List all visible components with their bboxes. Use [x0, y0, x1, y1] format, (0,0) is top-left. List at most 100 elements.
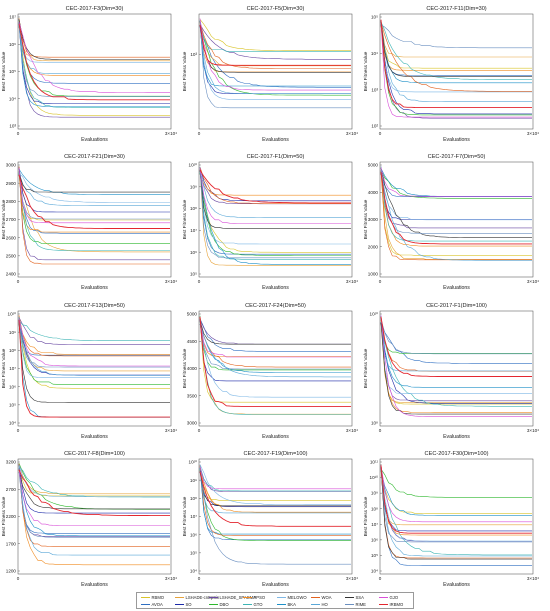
series-line-irbmo [199, 316, 351, 407]
series-line-ssa [18, 19, 170, 60]
y-tick-label: 1200 [6, 569, 17, 574]
chart-panel: CEC-2017-F7(Dim=50) 5000 4000 3000 2000 10000… [363, 154, 539, 291]
series-line-lshade-spacma [18, 317, 170, 345]
series-line-rime [380, 318, 532, 355]
y-axis-label: Best Fitness Value [182, 199, 188, 239]
x-tick-label: 3×10⁴ [346, 279, 358, 284]
series-line-bka [199, 173, 351, 265]
series-line-avoa [380, 321, 532, 364]
series-line-woa [380, 319, 532, 372]
series-line-ssa [199, 170, 351, 229]
y-tick-label: 10¹⁰ [8, 312, 17, 317]
y-tick-label: 2800 [6, 199, 17, 204]
series-line-rbmo [18, 174, 170, 221]
series-line-ppso [380, 317, 532, 413]
x-axis-label: Evaluations [262, 582, 289, 588]
series-line-lshade-cnepsin [380, 20, 532, 58]
series-line-irbmo [199, 471, 351, 527]
y-tick-label: 10⁶ [190, 250, 197, 255]
y-tick-label: 5000 [187, 312, 198, 317]
series-line-irbmo [18, 23, 170, 101]
y-tick-label: 10⁶ [371, 537, 378, 542]
legend-swatch [175, 597, 184, 599]
y-tick-label: 10³ [190, 52, 197, 57]
series-line-melgwo [380, 317, 532, 394]
y-axis-label: Best Fitness Value [363, 348, 369, 388]
series-line-dbo [380, 468, 532, 498]
series-line-bka [380, 168, 532, 197]
axes-box [198, 161, 353, 278]
series-line-dbo [18, 173, 170, 244]
series-line-lshade-cnepsin [18, 171, 170, 253]
series-line-rbmo [199, 169, 351, 253]
x-tick-label: 0 [379, 279, 382, 284]
y-tick-label: 4000 [187, 366, 198, 371]
series-line-ssa [199, 470, 351, 507]
axes-box [17, 458, 172, 575]
y-tick-label: 10⁶ [190, 532, 197, 537]
x-tick-label: 3×10⁴ [165, 131, 177, 136]
series-line-rbmo [199, 317, 351, 403]
y-tick-label: 10⁸ [371, 506, 378, 511]
series-line-lshade-spacma [380, 173, 532, 229]
y-tick-label: 2600 [6, 235, 17, 240]
series-line-dbo [380, 323, 532, 354]
chart-title: CEC-2017-F24(Dim=50) [245, 303, 306, 309]
y-tick-label: 10⁵ [190, 272, 197, 277]
x-tick-label: 3×10⁴ [165, 576, 177, 581]
y-tick-label: 10⁹ [371, 491, 378, 496]
y-tick-label: 10³ [9, 124, 16, 129]
y-tick-label: 10³ [371, 87, 378, 92]
series-line-ho [18, 465, 170, 556]
series-line-melgwo [380, 171, 532, 221]
y-tick-label: 10⁹ [190, 478, 197, 483]
series-line-bka [199, 25, 351, 87]
y-tick-label: 10⁸ [9, 348, 16, 353]
series-line-melgwo [199, 316, 351, 398]
x-tick-label: 0 [198, 576, 201, 581]
series-line-ppso [380, 464, 532, 536]
series-line-so [199, 471, 351, 508]
series-line-melgwo [380, 465, 532, 542]
x-tick-label: 0 [379, 428, 382, 433]
legend-label: LSHADE-cnEpSin [185, 595, 220, 600]
series-line-ho [380, 322, 532, 372]
legend-swatch [141, 604, 150, 606]
y-tick-label: 5000 [368, 163, 379, 168]
y-tick-label: 2000 [368, 244, 379, 249]
y-tick-label: 10⁵ [190, 550, 197, 555]
series-line-melgwo [199, 464, 351, 505]
chart-title: CEC-2017-F7(Dim=50) [428, 154, 486, 160]
y-tick-label: 2700 [6, 217, 17, 222]
series-line-ho [199, 471, 351, 514]
legend: RBMO AVOA LSHADE-cnEpSin SO LSHADE_SPACMA DBO… [136, 592, 414, 609]
series-line-so [380, 464, 532, 532]
y-tick-label: 10⁷ [190, 228, 197, 233]
series-line-ssa [18, 323, 170, 403]
x-tick-label: 0 [379, 576, 382, 581]
x-tick-label: 0 [17, 131, 20, 136]
series-line-rbmo [199, 470, 351, 501]
series-line-bka [18, 168, 170, 195]
y-tick-label: 10¹⁰ [370, 475, 379, 480]
legend-label: AVOA [151, 602, 163, 607]
legend-item: IRBMO [379, 602, 403, 607]
legend-swatch [345, 604, 354, 606]
series-line-gto [380, 167, 532, 242]
series-line-gto [380, 470, 532, 556]
y-tick-label: 10⁷ [9, 366, 16, 371]
series-line-rime [18, 25, 170, 97]
series-line-lshade-cnepsin [18, 463, 170, 495]
x-tick-label: 0 [17, 279, 20, 284]
axes-box [198, 458, 353, 575]
series-line-woa [18, 166, 170, 265]
x-tick-label: 3×10⁴ [346, 576, 358, 581]
legend-label: IRBMO [389, 602, 404, 607]
y-tick-label: 10⁴ [371, 51, 378, 56]
y-tick-label: 4000 [368, 190, 379, 195]
x-tick-label: 0 [17, 576, 20, 581]
series-line-gjo [199, 320, 351, 358]
chart-title: CEC-2017-F1(Dim=100) [426, 303, 487, 309]
x-axis-label: Evaluations [81, 285, 108, 291]
